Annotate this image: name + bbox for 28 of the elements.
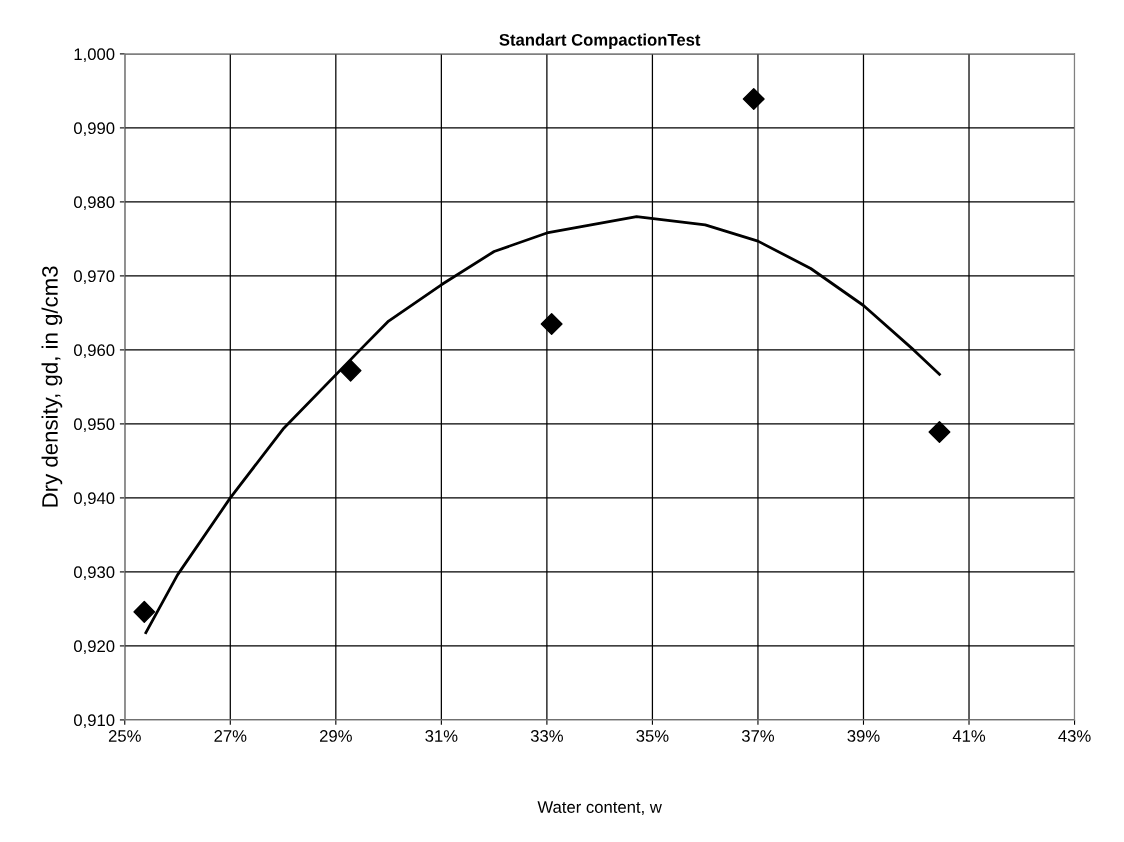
x-tick-label: 31%	[425, 730, 458, 742]
y-tick-label: 0,950	[73, 418, 115, 433]
x-tick-label: 25%	[108, 730, 141, 742]
point	[133, 600, 156, 623]
x-tick-label: 29%	[319, 730, 352, 742]
x-tick-label: 27%	[214, 730, 247, 742]
point	[540, 313, 563, 335]
x-tick-label: 33%	[530, 730, 563, 742]
y-tick-label: 0,990	[73, 122, 115, 137]
x-tick-label: 43%	[1058, 730, 1091, 742]
x-tick-label: 35%	[636, 730, 669, 742]
chart-title: Standart CompactionTest	[499, 33, 701, 50]
x-tick-label: 41%	[952, 730, 986, 742]
y-tick-label: 0,940	[73, 492, 115, 507]
y-axis-title: Dry density, gd, in g/cm3	[41, 266, 63, 507]
x-tick-label: 39%	[847, 730, 880, 742]
point	[339, 359, 362, 382]
y-tick-label: 0,970	[73, 270, 115, 285]
y-tick-label: 0,980	[73, 196, 115, 211]
y-tick-label: 0,930	[73, 566, 115, 581]
y-tick-label: 0,920	[73, 640, 115, 655]
y-tick-label: 0,910	[73, 714, 115, 729]
y-tick-label: 1,000	[74, 48, 115, 63]
y-tick-label: 0,960	[73, 344, 115, 359]
point	[742, 88, 765, 111]
x-axis-title: Water content, w	[537, 801, 662, 815]
point	[928, 421, 951, 444]
x-tick-label: 37%	[741, 730, 775, 742]
